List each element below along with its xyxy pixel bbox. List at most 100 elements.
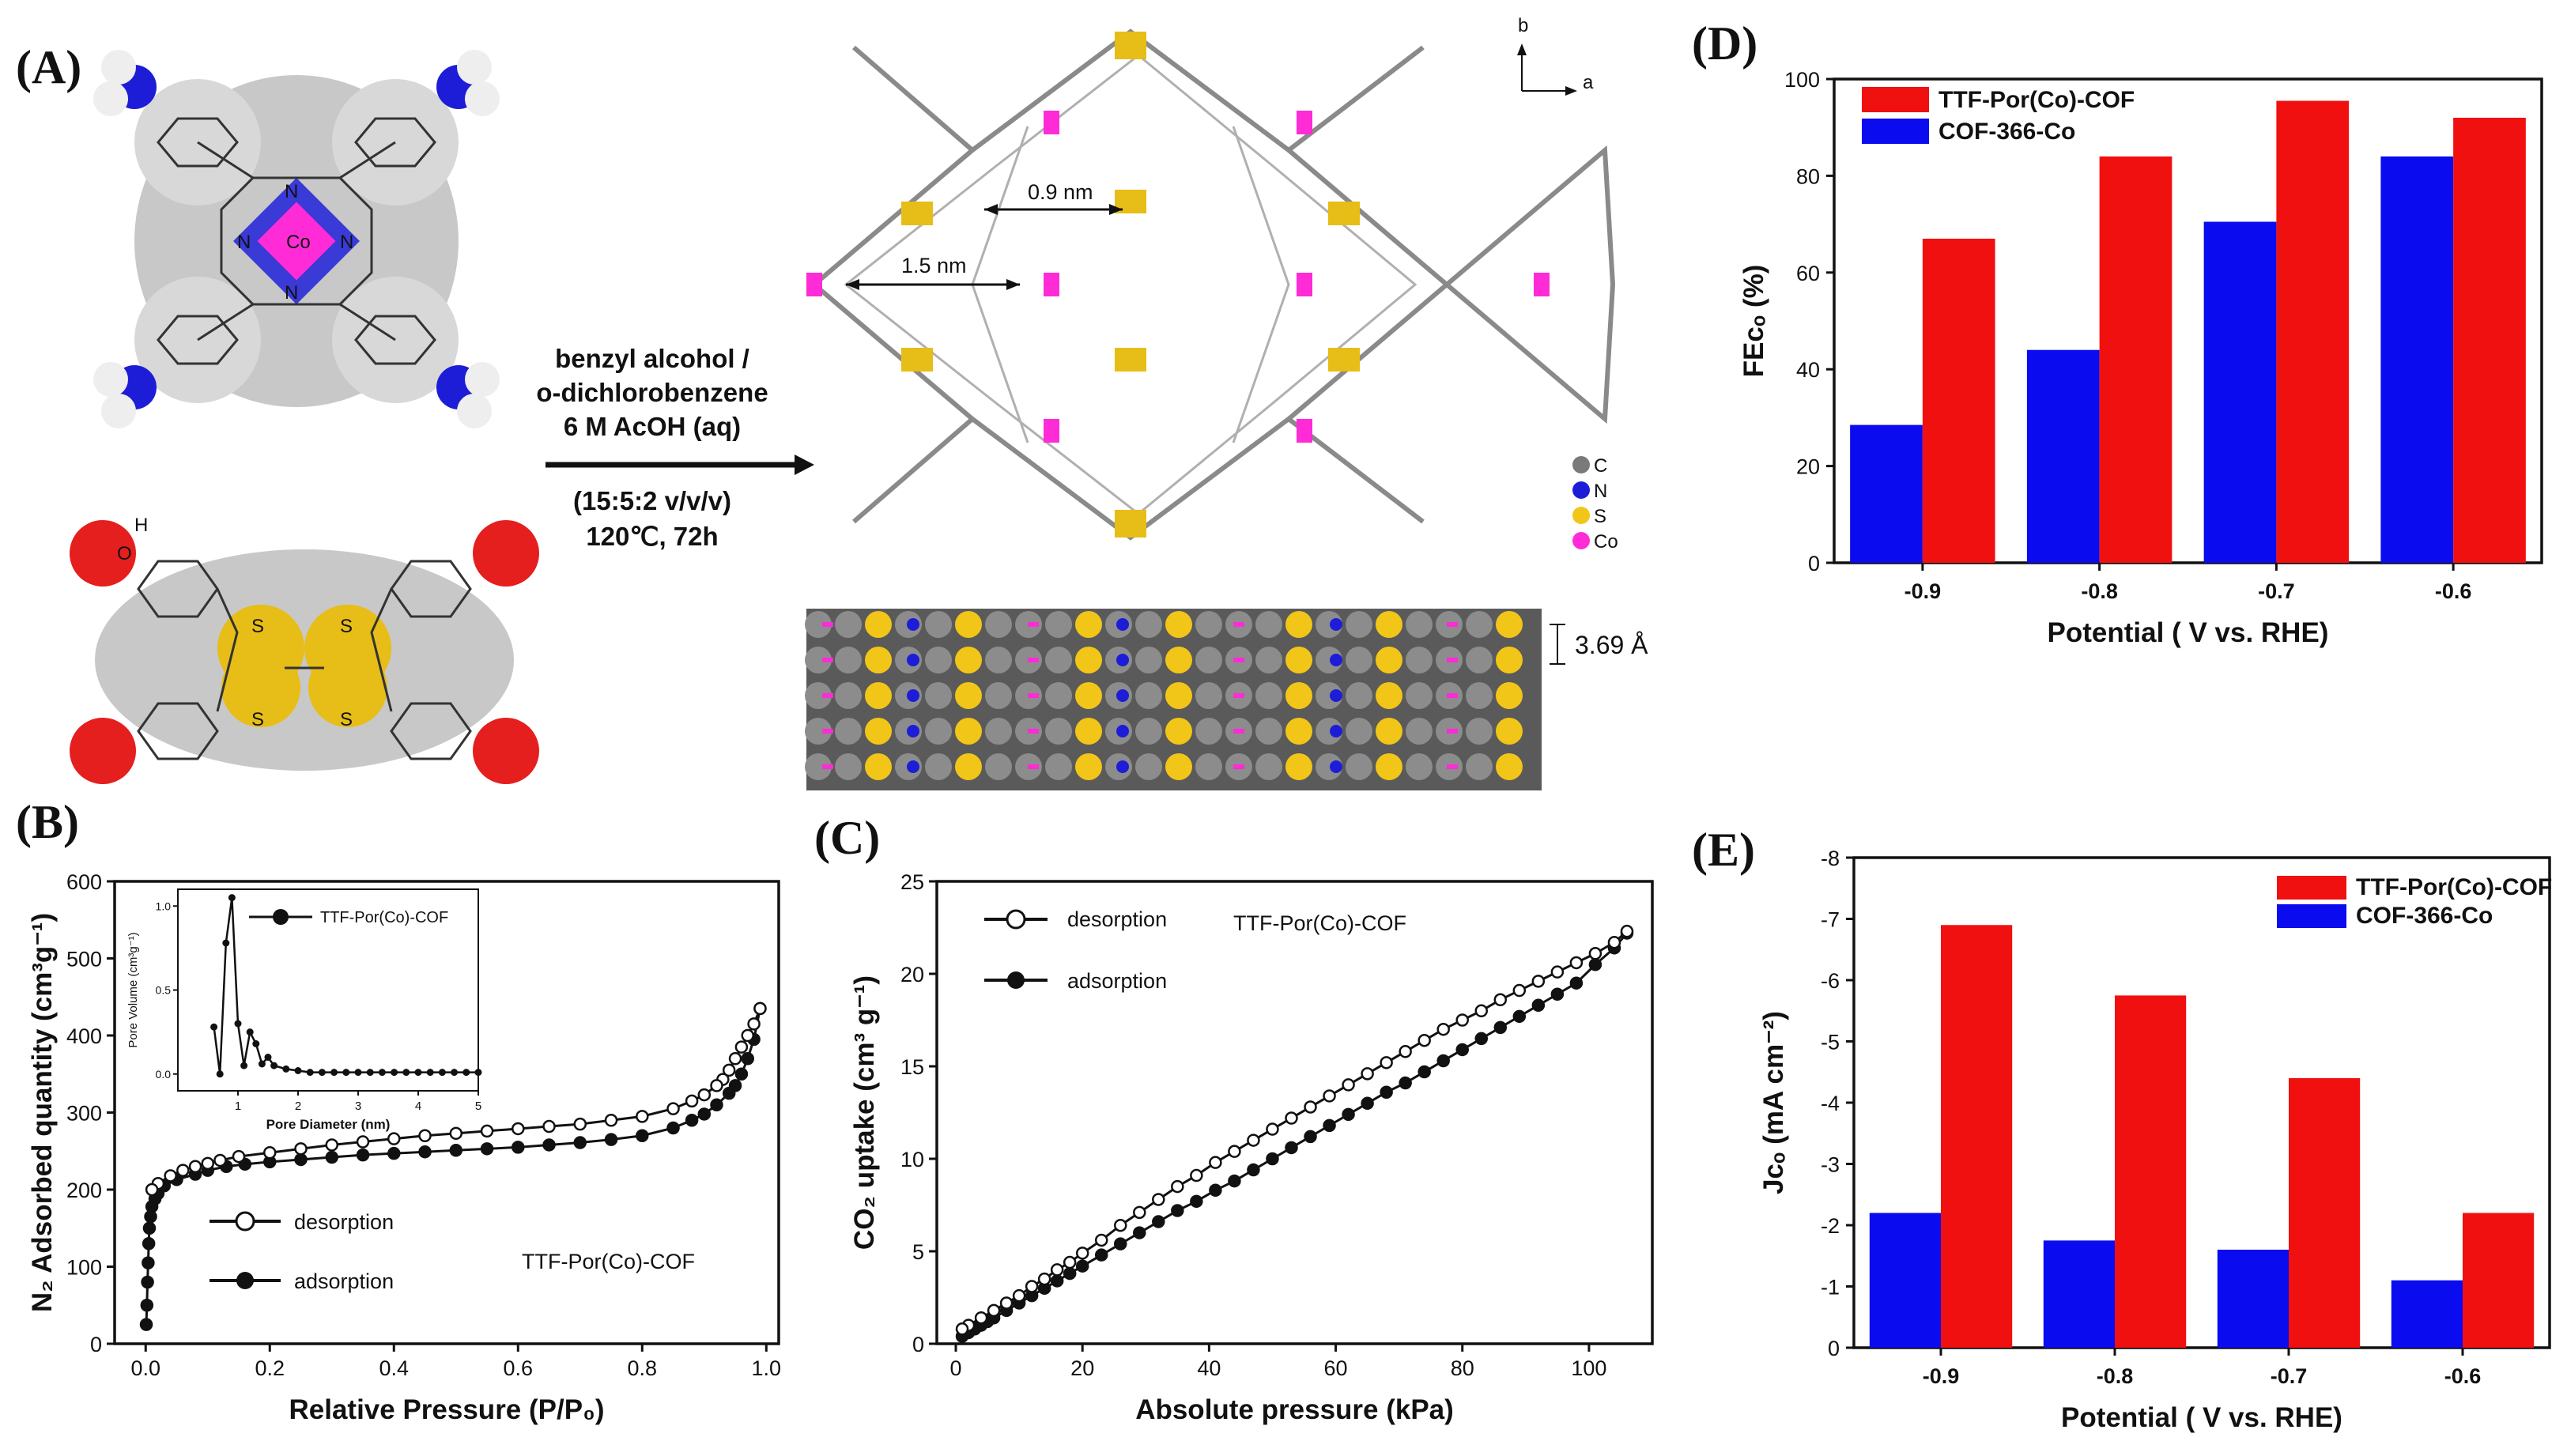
stack-atom xyxy=(1165,647,1192,673)
stack-atom xyxy=(1406,611,1433,638)
inset-pore-point xyxy=(294,1067,302,1074)
stack-atom xyxy=(1406,753,1433,780)
stack-atom xyxy=(1165,611,1192,638)
stack-atom xyxy=(835,753,862,780)
annotation-label: TTF-Por(Co)-COF xyxy=(522,1250,695,1273)
stack-atom xyxy=(1285,753,1312,780)
stack-atom xyxy=(1045,611,1072,638)
inset-pore-point xyxy=(216,1070,224,1078)
adsorption-point xyxy=(1228,1174,1241,1188)
y-tick-label: 60 xyxy=(1796,262,1820,285)
inset-x-tick-label: 3 xyxy=(355,1100,361,1113)
inset-x-tick-label: 5 xyxy=(475,1100,481,1113)
legend-desorption-marker xyxy=(235,1211,255,1232)
cof-366-co-bar xyxy=(2391,1280,2463,1348)
legend-swatch xyxy=(1862,87,1929,112)
stack-atom xyxy=(985,718,1012,745)
sulfur-sphere xyxy=(221,648,300,727)
y-tick-label: 600 xyxy=(66,870,102,894)
oxygen-sphere xyxy=(473,520,539,587)
stack-co-atom xyxy=(1447,764,1458,769)
adsorption-point xyxy=(1436,1054,1450,1068)
oxygen-sphere xyxy=(473,718,539,784)
legend-desorption-label: desorption xyxy=(1067,907,1167,931)
interlayer-distance: 3.69 Å xyxy=(1575,631,1648,659)
stack-n-atom xyxy=(1330,689,1342,702)
adsorption-point xyxy=(356,1148,370,1162)
condition-line-1: benzyl alcohol / xyxy=(555,344,749,373)
adsorption-point xyxy=(1323,1118,1336,1133)
inset-pore-point xyxy=(462,1069,470,1077)
pore-15-label: 1.5 nm xyxy=(901,254,967,277)
atom-legend: C N S Co xyxy=(1572,455,1618,553)
legend-n-dot xyxy=(1572,481,1590,499)
atom-n-text: N xyxy=(340,232,353,253)
stack-atom xyxy=(1255,718,1282,745)
stack-co-atom xyxy=(1028,764,1039,769)
panel-e-label: (E) xyxy=(1692,824,1755,876)
stack-atom xyxy=(1496,611,1523,638)
desorption-point xyxy=(164,1169,177,1183)
y-tick-label: -3 xyxy=(1821,1153,1840,1177)
framework-right-pore xyxy=(1443,145,1616,424)
stack-atom xyxy=(1195,682,1222,709)
adsorption-point xyxy=(1588,958,1602,971)
stack-co-atom xyxy=(1447,729,1458,734)
y-tick-label: 0 xyxy=(90,1333,102,1356)
ttf-por-co-cof-bar xyxy=(2099,156,2173,564)
stack-atom xyxy=(865,611,892,638)
inset-pore-point xyxy=(246,1028,254,1036)
stack-co-atom xyxy=(1028,658,1039,662)
inset-pore-point xyxy=(234,1020,242,1028)
stack-n-atom xyxy=(1330,618,1342,631)
chart-c: 0 20 40 60 80 100 0 5 10 15 20 25 Absolute pressure … xyxy=(849,870,1654,1425)
ttf-por-co-cof-bar xyxy=(2463,1213,2535,1348)
desorption-point xyxy=(356,1135,370,1149)
desorption-point xyxy=(685,1094,699,1108)
phenyl-ring xyxy=(157,315,239,365)
h-sphere xyxy=(457,394,492,428)
stack-atom xyxy=(985,647,1012,673)
pore-09-label: 0.9 nm xyxy=(1028,180,1093,204)
ttf-por-co-cof-bar xyxy=(1922,238,1995,563)
desorption-point xyxy=(1493,993,1508,1007)
x-tick-label: -0.8 xyxy=(2081,579,2118,603)
adsorption-point xyxy=(1285,1141,1298,1155)
cof-framework: 0.9 nm 1.5 nm xyxy=(806,28,1616,541)
x-tick-label: -0.6 xyxy=(2435,579,2472,603)
desorption-point xyxy=(697,1088,712,1102)
chart-b: 0.0 0.2 0.4 0.6 0.8 1.0 0 100 200 300 400 500 600 Rel… xyxy=(27,870,781,1425)
adsorption-point xyxy=(1512,1009,1527,1024)
panel-a-label: (A) xyxy=(16,41,81,93)
inset-x-axis-label: Pore Diameter (nm) xyxy=(266,1117,391,1132)
desorption-point xyxy=(666,1102,680,1115)
cof-366-co-bar xyxy=(2217,1250,2289,1348)
stack-atom xyxy=(1255,647,1282,673)
inset-pore-point xyxy=(342,1069,350,1077)
cof-366-co-bar xyxy=(2203,221,2277,563)
stack-atom xyxy=(1285,611,1312,638)
inset-pore-point xyxy=(258,1060,266,1068)
desorption-point xyxy=(1512,983,1527,998)
desorption-point xyxy=(449,1126,463,1141)
pore-09-arrow-head xyxy=(984,204,998,215)
desorption-point xyxy=(1050,1263,1064,1277)
inset-pore-point xyxy=(451,1069,459,1077)
desorption-line xyxy=(961,930,1628,1330)
reaction-arrow-head xyxy=(795,455,814,475)
stack-co-atom xyxy=(1447,693,1458,698)
stack-atom xyxy=(835,718,862,745)
desorption-point xyxy=(1075,1247,1089,1260)
x-tick-label: 1.0 xyxy=(752,1356,782,1380)
adsorption-point xyxy=(604,1133,618,1146)
stack-n-atom xyxy=(1116,689,1129,702)
atom-n-text: N xyxy=(285,282,298,304)
legend-n-label: N xyxy=(1594,481,1607,502)
stack-atom xyxy=(1165,718,1192,745)
atom-n-text: N xyxy=(285,181,298,202)
desorption-point xyxy=(325,1138,339,1152)
stack-co-atom xyxy=(1233,693,1244,698)
y-tick-label: 15 xyxy=(900,1055,924,1079)
adsorption-point xyxy=(1247,1163,1260,1177)
ttf-unit xyxy=(1328,202,1360,225)
